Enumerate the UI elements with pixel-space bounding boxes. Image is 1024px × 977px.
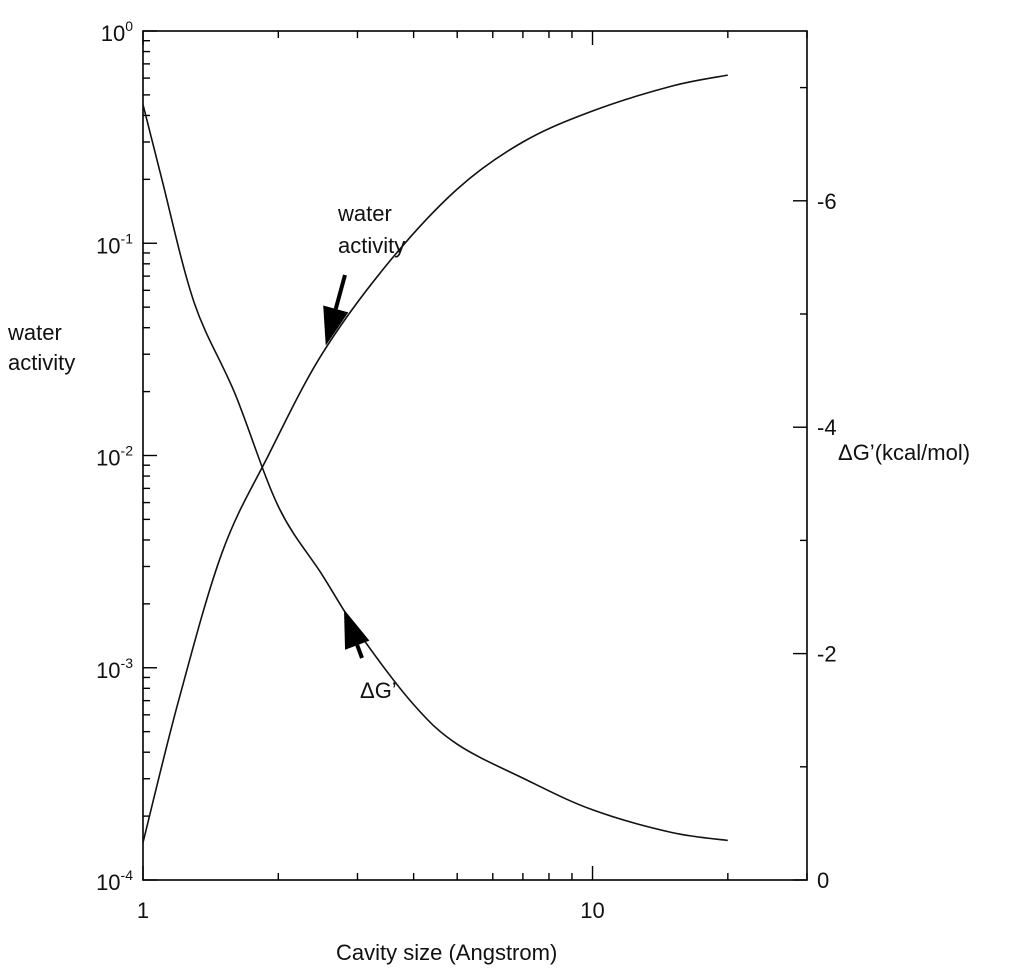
annotation-water-activity: water activity (338, 198, 405, 262)
arrow-water-activity-shaft (333, 274, 347, 310)
y-left-tick-label: 100 (101, 18, 133, 46)
arrow-delta-g-shaft (355, 644, 364, 659)
y-right-tick-label: -4 (817, 415, 837, 440)
arrow-water-activity-head (323, 305, 349, 346)
series-layer (142, 74, 728, 843)
arrow-delta-g-head (344, 609, 370, 650)
plot-frame (142, 30, 808, 881)
y-left-tick-label: 10-1 (96, 230, 133, 258)
annotations (323, 274, 370, 659)
x-axis-label: Cavity size (Angstrom) (336, 940, 558, 965)
plot-border (142, 30, 808, 881)
y-right-axis-label: ΔG’(kcal/mol) (838, 440, 971, 465)
y-left-axis-label: water activity (8, 320, 76, 375)
axis-ticks: 1 10 10-4 10-3 10-2 10-1 100 0 -2 -4 -6 (96, 18, 837, 923)
y-left-tick-label: 10-3 (96, 655, 133, 683)
x-tick-label: 1 (137, 898, 149, 923)
y-right-tick-label: -2 (817, 642, 837, 667)
y-left-tick-label: 10-4 (96, 867, 133, 895)
y-right-tick-label: 0 (817, 868, 829, 893)
annotation-line: activity (338, 233, 406, 258)
y-left-tick-label: 10-2 (96, 443, 133, 471)
series-delta-g-line (142, 104, 728, 842)
series-water-activity-line (142, 74, 728, 843)
annotation-line: water (338, 201, 392, 226)
y-right-tick-label: -6 (817, 189, 837, 214)
annotation-delta-g: ΔG’ (360, 678, 397, 703)
x-tick-label: 10 (580, 898, 604, 923)
